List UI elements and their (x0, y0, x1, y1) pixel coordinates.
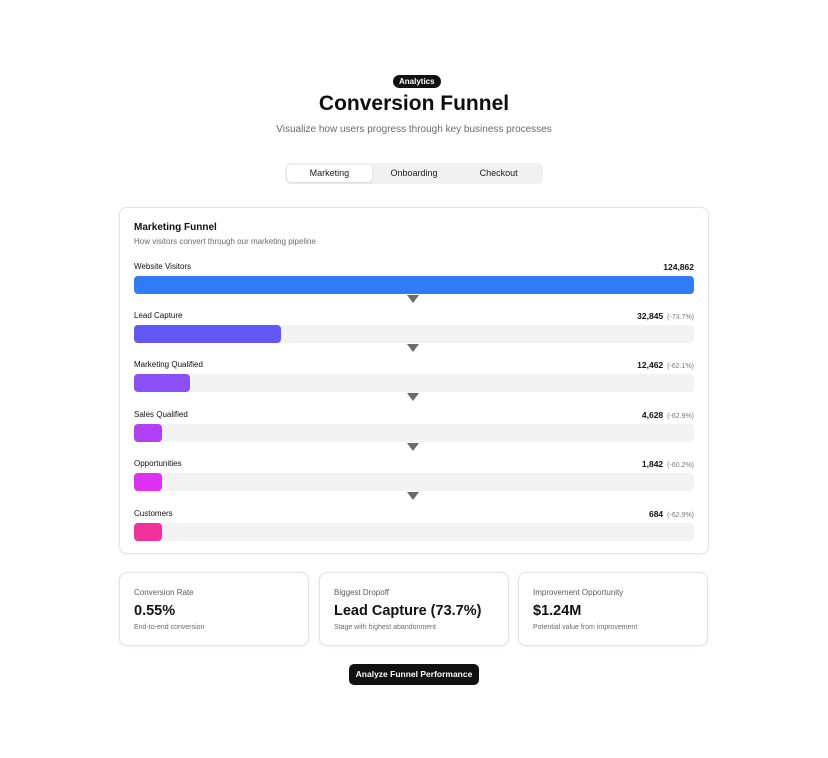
stage-name: Opportunities (134, 459, 182, 468)
funnel-stage-lead-capture: Lead Capture 32,845 (-73.7%) (134, 310, 694, 350)
metric-label: Conversion Rate (134, 588, 194, 597)
funnel-subtitle: How visitors convert through our marketi… (134, 237, 316, 246)
metric-description: Potential value from improvement (533, 624, 638, 631)
funnel-card: Marketing Funnel How visitors convert th… (119, 207, 709, 554)
metric-description: End-to-end conversion (134, 624, 205, 631)
stage-track (134, 276, 694, 294)
stage-value: 1,842 (641, 459, 664, 469)
stage-bar[interactable] (134, 276, 694, 294)
stage-dropoff: (-62.9%) (667, 413, 694, 420)
stage-dropoff: (-62.1%) (667, 363, 694, 370)
funnel-stage-customers: Customers 684 (-62.9%) (134, 508, 694, 548)
tab-marketing[interactable]: Marketing (287, 165, 372, 182)
stage-value: 124,862 (663, 262, 694, 272)
stage-bar[interactable] (134, 325, 282, 343)
stage-bar[interactable] (134, 424, 162, 442)
analyze-funnel-button[interactable]: Analyze Funnel Performance (349, 664, 479, 685)
stage-track (134, 424, 694, 442)
stage-name: Website Visitors (134, 262, 192, 271)
stage-value: 32,845 (637, 311, 664, 321)
arrow-down-icon (407, 492, 419, 500)
analytics-badge: Analytics (393, 75, 441, 88)
stage-bar[interactable] (134, 523, 162, 541)
arrow-down-icon (407, 393, 419, 401)
metric-description: Stage with highest abandonment (334, 624, 436, 631)
metric-value: Lead Capture (73.7%) (334, 603, 482, 619)
arrow-down-icon (407, 344, 419, 352)
metric-label: Improvement Opportunity (533, 588, 624, 597)
page-title: Conversion Funnel (318, 92, 510, 115)
stage-name: Lead Capture (134, 311, 183, 320)
stage-value: 4,628 (641, 410, 664, 420)
metric-value: 0.55% (134, 603, 176, 619)
funnel-stage-opportunities: Opportunities 1,842 (-60.2%) (134, 458, 694, 498)
arrow-down-icon (407, 443, 419, 451)
funnel-title: Marketing Funnel (134, 222, 217, 233)
stage-name: Marketing Qualified (134, 360, 203, 369)
funnel-stage-marketing-qualified: Marketing Qualified 12,462 (-62.1%) (134, 359, 694, 399)
stage-dropoff: (-62.9%) (667, 512, 694, 519)
funnel-stage-sales-qualified: Sales Qualified 4,628 (-62.9%) (134, 409, 694, 449)
stage-name: Customers (134, 509, 173, 518)
funnel-stage-website-visitors: Website Visitors 124,862 (134, 261, 694, 301)
stage-name: Sales Qualified (134, 410, 188, 419)
stage-value: 684 (648, 509, 664, 519)
metric-card-biggest-dropoff: Biggest Dropoff Lead Capture (73.7%) Sta… (319, 572, 509, 646)
stage-track (134, 374, 694, 392)
stage-track (134, 325, 694, 343)
stage-value: 12,462 (637, 360, 664, 370)
stage-track (134, 523, 694, 541)
funnel-tabs: Marketing Onboarding Checkout (285, 163, 543, 184)
stage-track (134, 473, 694, 491)
stage-dropoff: (-60.2%) (667, 462, 694, 469)
tab-checkout[interactable]: Checkout (479, 168, 518, 178)
stage-dropoff: (-73.7%) (667, 314, 694, 321)
metric-card-conversion-rate: Conversion Rate 0.55% End-to-end convers… (119, 572, 309, 646)
stage-bar[interactable] (134, 473, 162, 491)
metric-label: Biggest Dropoff (334, 588, 389, 597)
page-subtitle: Visualize how users progress through key… (276, 124, 552, 135)
metric-value: $1.24M (533, 603, 582, 619)
arrow-down-icon (407, 295, 419, 303)
stage-bar[interactable] (134, 374, 190, 392)
tab-onboarding[interactable]: Onboarding (390, 168, 438, 178)
metric-card-improvement-opportunity: Improvement Opportunity $1.24M Potential… (518, 572, 708, 646)
